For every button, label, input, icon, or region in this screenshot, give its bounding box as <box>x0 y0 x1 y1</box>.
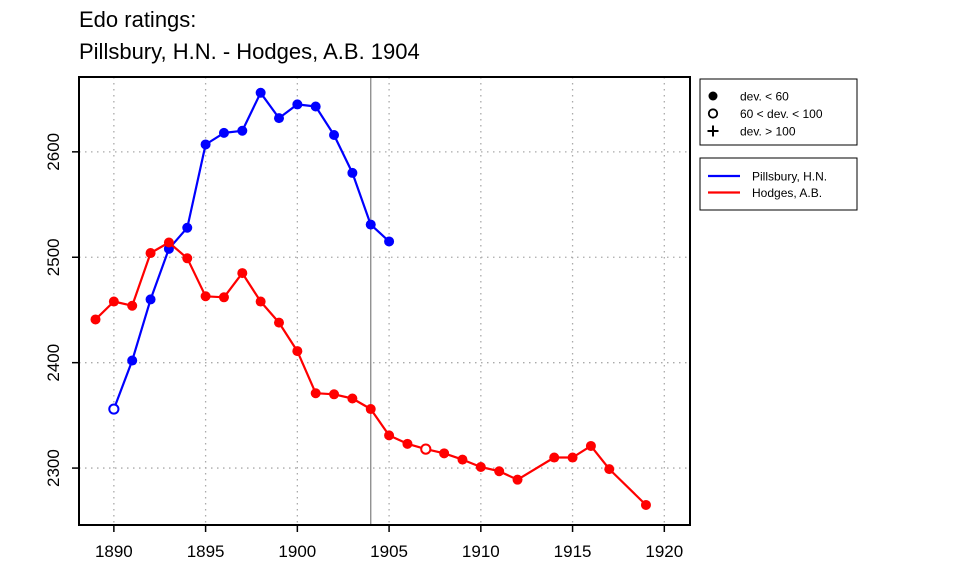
point-hodges-a-b-1901 <box>310 388 321 399</box>
point-pillsbury-h-n-1902 <box>329 129 340 140</box>
point-pillsbury-h-n-1904 <box>365 219 376 230</box>
point-pillsbury-h-n-1903 <box>347 167 358 178</box>
marker-legend: dev. < 60 60 < dev. < 100 dev. > 100 <box>699 78 858 146</box>
plot-frame <box>78 76 691 526</box>
point-hodges-a-b-1916 <box>585 440 596 451</box>
point-hodges-a-b-1905 <box>384 430 395 441</box>
point-hodges-a-b-1906 <box>402 438 413 449</box>
y-tick-label-2400: 2400 <box>44 344 63 382</box>
series-legend: Pillsbury, H.N. Hodges, A.B. <box>699 157 858 211</box>
point-hodges-a-b-1917 <box>604 464 615 475</box>
x-tick-label-1900: 1900 <box>278 542 316 561</box>
point-hodges-a-b-1907 <box>420 443 432 455</box>
series-legend-label-1: Pillsbury, H.N. <box>752 170 827 184</box>
point-hodges-a-b-1903 <box>347 393 358 404</box>
axes: 1890 1895 1900 1905 1910 1915 1920 2300 2400 2500… <box>44 133 683 561</box>
legend-symbol-filled <box>708 91 718 101</box>
point-hodges-a-b-1910 <box>475 462 486 473</box>
point-hodges-a-b-1908 <box>439 448 450 459</box>
series-hodges-a-b <box>90 237 651 510</box>
y-tick-label-2600: 2600 <box>44 133 63 171</box>
y-tick-label-2500: 2500 <box>44 238 63 276</box>
marker-legend-label-1: dev. < 60 <box>740 90 789 104</box>
point-hodges-a-b-1892 <box>145 248 156 259</box>
point-pillsbury-h-n-1897 <box>237 125 248 136</box>
title-line-2: Pillsbury, H.N. - Hodges, A.B. 1904 <box>79 39 420 64</box>
legend-symbol-plus <box>707 125 719 137</box>
x-tick-label-1910: 1910 <box>462 542 500 561</box>
point-hodges-a-b-1893 <box>163 237 174 248</box>
point-hodges-a-b-1912 <box>512 474 523 485</box>
grid <box>79 77 690 525</box>
point-hodges-a-b-1898 <box>255 296 266 307</box>
point-hodges-a-b-1896 <box>218 292 229 303</box>
x-tick-label-1895: 1895 <box>187 542 225 561</box>
x-tick-label-1920: 1920 <box>645 542 683 561</box>
point-pillsbury-h-n-1890 <box>108 403 120 415</box>
point-pillsbury-h-n-1895 <box>200 139 211 150</box>
point-hodges-a-b-1915 <box>567 452 578 463</box>
point-pillsbury-h-n-1894 <box>182 222 193 233</box>
marker-legend-label-3: dev. > 100 <box>740 125 796 139</box>
series-legend-label-2: Hodges, A.B. <box>752 186 822 200</box>
x-tick-label-1890: 1890 <box>95 542 133 561</box>
point-hodges-a-b-1894 <box>182 253 193 264</box>
point-hodges-a-b-1899 <box>273 317 284 328</box>
point-pillsbury-h-n-1900 <box>292 99 303 110</box>
point-hodges-a-b-1902 <box>329 389 340 400</box>
series-legend-box <box>699 157 858 211</box>
chart-title: Edo ratings: Pillsbury, H.N. - Hodges, A.… <box>79 7 420 64</box>
point-pillsbury-h-n-1892 <box>145 294 156 305</box>
point-pillsbury-h-n-1901 <box>310 101 321 112</box>
y-tick-label-2300: 2300 <box>44 449 63 487</box>
point-pillsbury-h-n-1898 <box>255 87 266 98</box>
point-hodges-a-b-1914 <box>549 452 560 463</box>
point-pillsbury-h-n-1899 <box>273 113 284 124</box>
x-tick-label-1915: 1915 <box>554 542 592 561</box>
point-hodges-a-b-1909 <box>457 454 468 465</box>
point-hodges-a-b-1895 <box>200 291 211 302</box>
x-tick-label-1905: 1905 <box>370 542 408 561</box>
point-hodges-a-b-1919 <box>640 499 651 510</box>
marker-legend-box <box>699 78 858 146</box>
title-line-1: Edo ratings: <box>79 7 196 32</box>
series <box>90 87 651 510</box>
point-pillsbury-h-n-1891 <box>127 355 138 366</box>
point-pillsbury-h-n-1905 <box>384 236 395 247</box>
point-pillsbury-h-n-1896 <box>218 127 229 138</box>
point-hodges-a-b-1900 <box>292 346 303 357</box>
point-hodges-a-b-1890 <box>108 296 119 307</box>
point-hodges-a-b-1911 <box>494 466 505 477</box>
marker-legend-label-2: 60 < dev. < 100 <box>740 107 823 121</box>
point-hodges-a-b-1897 <box>237 268 248 279</box>
series-line-pillsbury-h-n <box>112 91 390 410</box>
legend-symbol-open <box>707 108 719 119</box>
point-hodges-a-b-1891 <box>127 300 138 311</box>
point-hodges-a-b-1889 <box>90 314 101 325</box>
point-hodges-a-b-1904 <box>365 404 376 415</box>
